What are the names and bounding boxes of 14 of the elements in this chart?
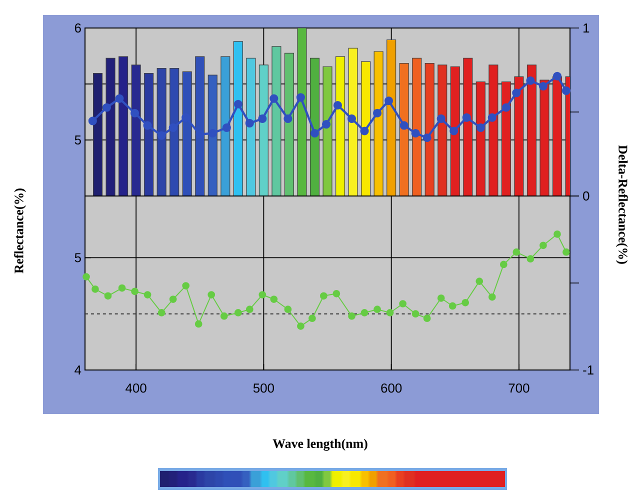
y-tick-label: 6 bbox=[74, 23, 81, 33]
y2-axis-title: Delta-Reflectance(%) bbox=[616, 145, 628, 264]
x-tick-label: 400 bbox=[126, 384, 146, 393]
y-axis-title: Reflectance(%) bbox=[14, 188, 26, 274]
x-tick-label: 500 bbox=[253, 384, 274, 393]
y2-tick-label: -1 bbox=[583, 366, 594, 374]
y2-tick-label: 1 bbox=[584, 24, 590, 32]
y-tick-label: 5 bbox=[74, 253, 81, 262]
y-tick-label: 4 bbox=[74, 366, 82, 374]
x-axis-title: Wave length(nm) bbox=[272, 438, 368, 451]
y-tick-label: 5 bbox=[74, 135, 81, 144]
y2-tick-label: 0 bbox=[583, 191, 590, 201]
x-tick-label: 600 bbox=[381, 384, 402, 393]
x-tick-label: 700 bbox=[508, 384, 530, 393]
